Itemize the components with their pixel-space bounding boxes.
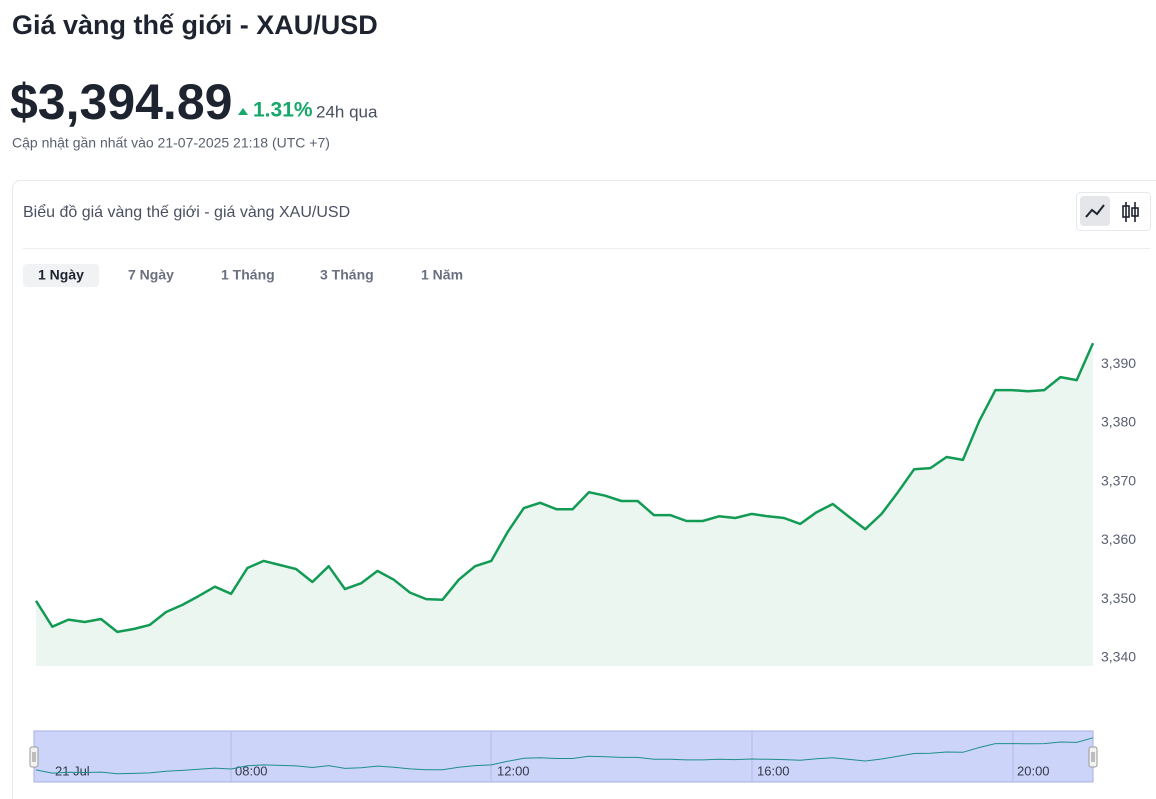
updated-time: Cập nhật gần nhất vào 21-07-2025 21:18 (… xyxy=(12,135,330,151)
y-tick-label: 3,380 xyxy=(1101,414,1136,430)
navigator-label: 12:00 xyxy=(497,763,530,778)
navigator-label: 20:00 xyxy=(1017,763,1050,778)
area xyxy=(36,343,1093,666)
y-tick-label: 3,350 xyxy=(1101,590,1136,606)
navigator-line xyxy=(35,737,1094,775)
tabs: 1 Ngày 7 Ngày 1 Tháng 3 Tháng 1 Năm xyxy=(23,264,463,287)
navigator-handle[interactable] xyxy=(29,746,39,768)
tab[interactable]: 1 Năm xyxy=(421,267,463,283)
card-title: Biểu đồ giá vàng thế giới - giá vàng XAU… xyxy=(23,203,350,221)
line-icon xyxy=(1085,204,1105,218)
price: $3,394.89 xyxy=(10,74,232,130)
y-tick-label: 3,390 xyxy=(1101,355,1136,371)
navigator-label: 21 Jul xyxy=(55,763,90,778)
y-tick-label: 3,370 xyxy=(1101,472,1136,488)
navigator: 21 Jul 08:00 12:00 16:00 20:00 xyxy=(29,730,1098,783)
tab[interactable]: 3 Tháng xyxy=(320,267,374,283)
plot: 3,340 3,350 3,360 3,370 3,380 3,390 xyxy=(34,342,1136,666)
page-title: Giá vàng thế giới - XAU/USD xyxy=(12,10,378,40)
navigator-label: 08:00 xyxy=(235,763,268,778)
tab[interactable]: 1 Ngày xyxy=(38,267,84,283)
candle-mode-button[interactable] xyxy=(1122,202,1139,222)
period: 24h qua xyxy=(316,102,378,121)
up-arrow xyxy=(238,108,248,115)
navigator-label: 16:00 xyxy=(757,763,790,778)
tab[interactable]: 7 Ngày xyxy=(128,267,174,283)
tab-active-bg xyxy=(23,264,99,287)
change: 1.31% xyxy=(253,99,313,122)
y-tick-label: 3,360 xyxy=(1101,531,1136,547)
navigator-handle[interactable] xyxy=(1088,746,1098,768)
tab[interactable]: 1 Tháng xyxy=(221,267,275,283)
line-mode-button[interactable] xyxy=(1080,196,1110,226)
navigator-bg xyxy=(33,730,1094,783)
y-tick-label: 3,340 xyxy=(1101,648,1136,664)
price-line xyxy=(34,342,1095,634)
